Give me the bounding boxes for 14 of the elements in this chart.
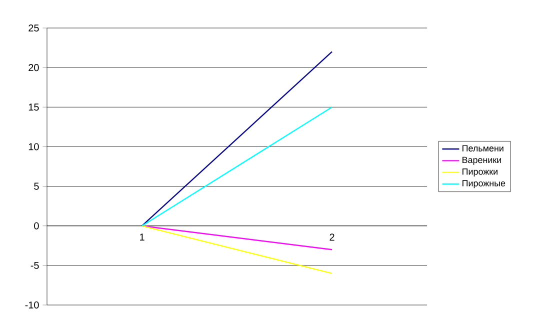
legend-label: Пирожные: [462, 180, 506, 188]
legend-label: Вареники: [462, 156, 502, 165]
y-tick-label: -10: [25, 301, 39, 309]
y-tick-label: 20: [28, 64, 39, 72]
y-tick-label: 0: [34, 222, 39, 230]
x-tick-label: 1: [140, 234, 144, 240]
legend-label: Пельмени: [462, 145, 504, 152]
y-tick-label: 15: [28, 104, 39, 111]
y-tick-label: 10: [28, 143, 39, 150]
y-tick-label: 5: [34, 182, 39, 190]
y-tick-label: 25: [28, 24, 39, 32]
y-tick-label: -5: [30, 262, 39, 269]
x-tick-label: 2: [330, 234, 334, 241]
legend-label: Пирожки: [462, 168, 498, 177]
